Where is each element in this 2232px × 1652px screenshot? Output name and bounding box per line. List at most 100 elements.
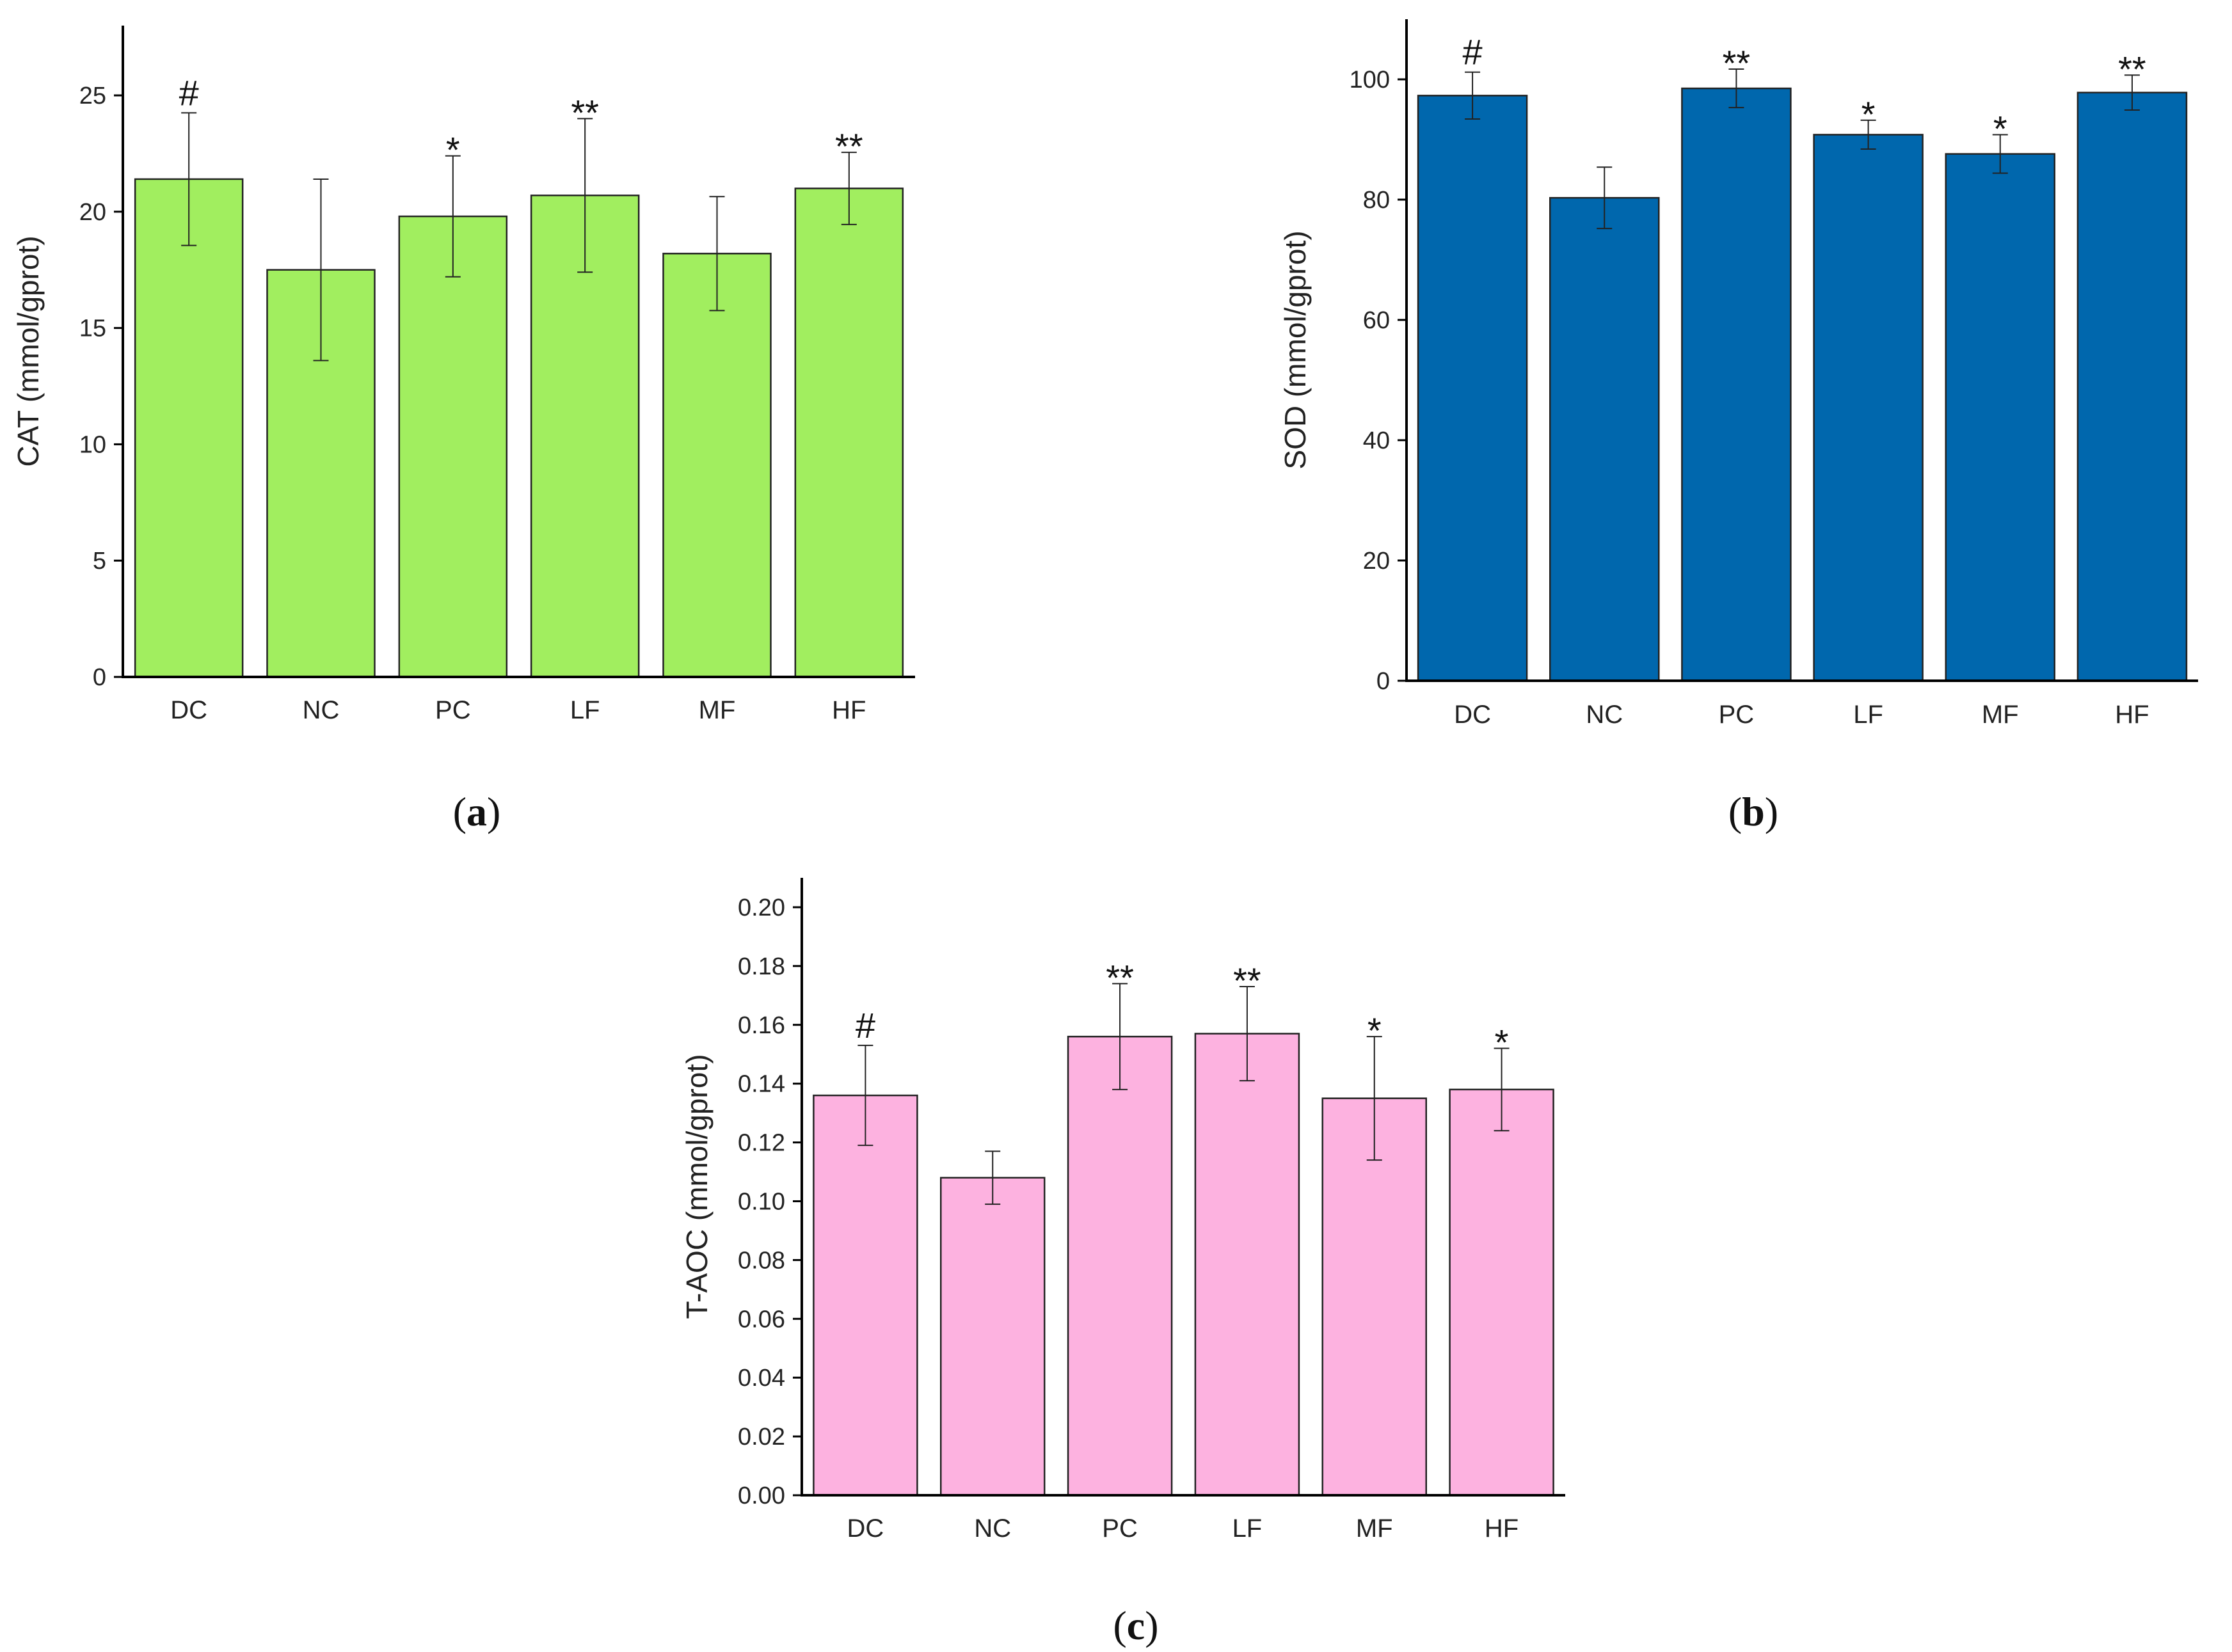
bar-dc bbox=[134, 178, 244, 678]
bar-mf bbox=[1945, 153, 2055, 682]
y-tick-label: 10 bbox=[79, 431, 106, 458]
x-tick-label: HF bbox=[832, 696, 866, 724]
y-tick-label: 0 bbox=[93, 664, 106, 691]
bar-lf bbox=[1194, 1033, 1300, 1497]
significance-marker-hf: ** bbox=[2118, 49, 2146, 89]
x-tick-label: LF bbox=[1232, 1514, 1263, 1543]
y-tick-label: 0.16 bbox=[738, 1012, 785, 1039]
chart-taoc: 0.00 0.02 0.04 0.06 0.08 0.10 0.12 0.14 0.16 0.18… bbox=[680, 878, 1565, 1648]
y-tick-label: 60 bbox=[1363, 307, 1390, 334]
x-tick-label: NC bbox=[1586, 701, 1623, 729]
error-bar-nc bbox=[313, 178, 329, 361]
y-tick-label: 0.20 bbox=[738, 894, 785, 921]
x-tick-label: DC bbox=[847, 1514, 884, 1543]
bar-nc bbox=[940, 1177, 1046, 1497]
y-tick-label: 0.08 bbox=[738, 1247, 785, 1274]
y-tick-label: 0.10 bbox=[738, 1188, 785, 1215]
x-tick-label: MF bbox=[1356, 1514, 1393, 1543]
bar-nc bbox=[1549, 196, 1660, 682]
bar-pc bbox=[1681, 87, 1792, 682]
x-tick-label: NC bbox=[974, 1514, 1011, 1543]
chart-cat: 0 5 10 15 20 25 # DC NC * PC ** LF MF ** HF CAT (mmol/gp… bbox=[12, 26, 915, 834]
panel-label: (a) bbox=[453, 789, 501, 834]
bar-pc bbox=[1067, 1035, 1173, 1497]
x-tick-label: MF bbox=[699, 696, 736, 724]
bar-pc bbox=[398, 215, 508, 678]
error-bar-lf bbox=[577, 118, 593, 273]
y-tick-label: 0.14 bbox=[738, 1071, 785, 1098]
y-tick-label: 20 bbox=[79, 199, 106, 226]
error-bar-nc bbox=[985, 1150, 1001, 1205]
significance-marker-lf: ** bbox=[571, 92, 599, 132]
x-tick-label: MF bbox=[1982, 701, 2019, 729]
error-bar-pc bbox=[1728, 68, 1744, 109]
significance-marker-mf: * bbox=[1993, 108, 2007, 148]
error-bar-pc bbox=[445, 155, 461, 278]
significance-marker-dc: # bbox=[179, 72, 199, 113]
significance-marker-lf: * bbox=[1861, 94, 1876, 134]
y-tick-label: 0.06 bbox=[738, 1306, 785, 1333]
x-tick-label: DC bbox=[170, 696, 207, 724]
x-tick-label: PC bbox=[435, 696, 471, 724]
x-tick-label: HF bbox=[2115, 701, 2149, 729]
error-bar-mf bbox=[1366, 1036, 1382, 1161]
x-tick-label: HF bbox=[1485, 1514, 1519, 1543]
y-tick-label: 25 bbox=[79, 83, 106, 109]
bar-dc bbox=[813, 1094, 918, 1497]
x-tick-label: PC bbox=[1719, 701, 1755, 729]
y-axis-label: CAT (mmol/gprot) bbox=[12, 235, 45, 466]
x-tick-label: LF bbox=[570, 696, 600, 724]
error-bar-pc bbox=[1112, 983, 1128, 1090]
error-bar-dc bbox=[1465, 71, 1481, 120]
chart-sod: 0 20 40 60 80 100 # DC NC ** PC * LF * MF ** HF SOD (mmol… bbox=[1279, 19, 2198, 834]
bar-dc bbox=[1417, 95, 1528, 682]
error-bar-nc bbox=[1597, 166, 1613, 230]
y-tick-label: 0.12 bbox=[738, 1130, 785, 1157]
y-axis-label: SOD (mmol/gprot) bbox=[1279, 230, 1312, 469]
significance-marker-dc: # bbox=[1463, 32, 1483, 72]
error-bar-mf bbox=[709, 196, 725, 312]
significance-marker-lf: ** bbox=[1233, 960, 1261, 1001]
error-bar-mf bbox=[1992, 134, 2008, 174]
y-axis-label: T-AOC (mmol/gprot) bbox=[680, 1054, 713, 1319]
y-tick-label: 80 bbox=[1363, 187, 1390, 214]
bar-mf bbox=[662, 253, 772, 678]
error-bar-hf bbox=[2124, 74, 2140, 111]
bar-hf bbox=[1449, 1088, 1554, 1497]
y-tick-label: 5 bbox=[93, 548, 106, 575]
panel-label: (b) bbox=[1728, 789, 1778, 834]
x-tick-label: LF bbox=[1853, 701, 1883, 729]
y-tick-label: 0.02 bbox=[738, 1424, 785, 1450]
y-tick-label: 40 bbox=[1363, 427, 1390, 454]
significance-marker-hf: ** bbox=[835, 126, 863, 166]
bar-lf bbox=[530, 195, 640, 678]
y-tick-label: 0.04 bbox=[738, 1365, 785, 1392]
significance-marker-pc: ** bbox=[1723, 43, 1751, 83]
error-bar-dc bbox=[857, 1044, 873, 1147]
error-bar-lf bbox=[1860, 119, 1876, 150]
error-bar-hf bbox=[1494, 1047, 1510, 1132]
error-bar-lf bbox=[1239, 986, 1255, 1082]
significance-marker-pc: ** bbox=[1106, 957, 1134, 997]
y-tick-label: 20 bbox=[1363, 548, 1390, 575]
x-tick-label: PC bbox=[1102, 1514, 1138, 1543]
significance-marker-hf: * bbox=[1495, 1022, 1509, 1063]
error-bar-dc bbox=[181, 112, 197, 246]
x-tick-label: DC bbox=[1454, 701, 1491, 729]
axes bbox=[801, 878, 1565, 1497]
significance-marker-pc: * bbox=[446, 130, 460, 170]
x-tick-label: NC bbox=[303, 696, 340, 724]
bar-mf bbox=[1321, 1097, 1427, 1497]
bar-lf bbox=[1813, 134, 1924, 682]
significance-marker-mf: * bbox=[1367, 1010, 1382, 1051]
y-tick-label: 100 bbox=[1350, 67, 1390, 93]
y-tick-label: 0.00 bbox=[738, 1482, 785, 1509]
panel-label: (c) bbox=[1113, 1603, 1158, 1648]
y-tick-label: 0 bbox=[1376, 668, 1390, 695]
bar-hf bbox=[794, 187, 904, 678]
y-tick-label: 15 bbox=[79, 315, 106, 342]
bar-hf bbox=[2077, 91, 2188, 682]
y-tick-label: 0.18 bbox=[738, 953, 785, 980]
error-bar-hf bbox=[841, 152, 857, 225]
significance-marker-dc: # bbox=[856, 1005, 875, 1045]
